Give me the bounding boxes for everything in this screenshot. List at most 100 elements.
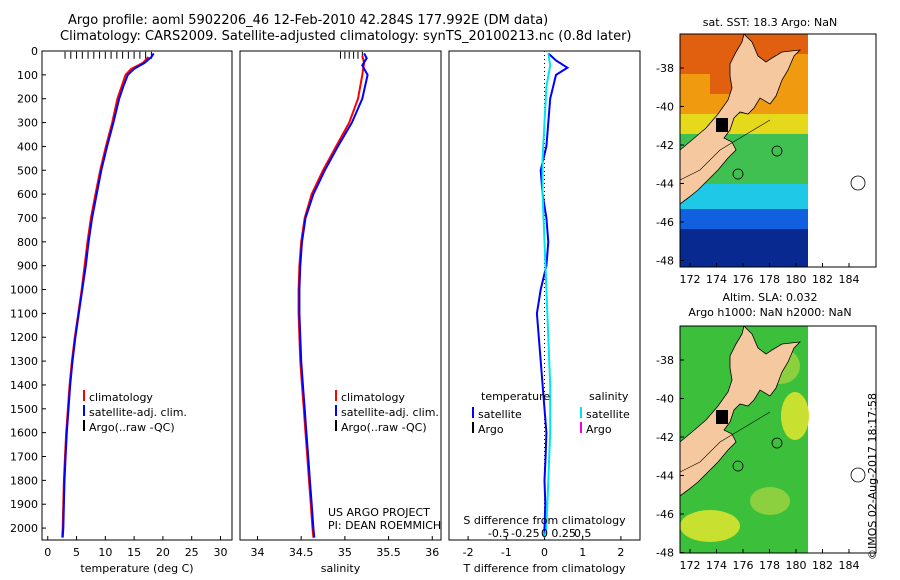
y-tick-label: 800 bbox=[17, 236, 38, 249]
sst-band bbox=[680, 229, 808, 267]
lat-tick-label: -46 bbox=[656, 216, 674, 229]
y-tick-label: 400 bbox=[17, 140, 38, 153]
lat-tick-label: -38 bbox=[656, 354, 674, 367]
legend-label: Argo bbox=[478, 423, 504, 436]
x-tick-label: 15 bbox=[127, 546, 141, 559]
depth-contour bbox=[679, 411, 771, 473]
seamount-contour bbox=[732, 168, 744, 180]
panel-frame bbox=[239, 50, 442, 541]
legend-label: climatology bbox=[89, 391, 153, 404]
x-axis-label: temperature (deg C) bbox=[80, 562, 193, 575]
annotation-text: US ARGO PROJECT bbox=[328, 506, 430, 519]
x-tick-label: 10 bbox=[98, 546, 112, 559]
x2-tick-label: 0.25 bbox=[551, 527, 576, 540]
y-tick-label: 1700 bbox=[10, 451, 38, 464]
y-tick-label: 1600 bbox=[10, 427, 38, 440]
legend-label: Argo(..raw -QC) bbox=[341, 421, 427, 434]
sst-band bbox=[680, 114, 808, 134]
map-panel-2: -38 -40 -42 -44 -46 -48 172 174 176 178 180 182 184 A… bbox=[656, 291, 877, 572]
imos-timestamp: ©IMOS 02-Aug-2017 18:17:58 bbox=[866, 393, 879, 560]
series-line-2 bbox=[298, 52, 369, 538]
legend-label: climatology bbox=[341, 391, 405, 404]
x-tick-label: 1 bbox=[579, 546, 586, 559]
map-frame bbox=[679, 325, 877, 554]
x-tick-label: 35.5 bbox=[376, 546, 401, 559]
x-tick-label: 0 bbox=[541, 546, 548, 559]
lon-tick-label: 180 bbox=[786, 273, 807, 286]
sla-patch bbox=[680, 510, 740, 542]
sla-patch bbox=[781, 392, 809, 440]
map-title: Argo h1000: NaN h2000: NaN bbox=[688, 306, 851, 319]
lon-tick-label: 182 bbox=[812, 273, 833, 286]
y-tick-label: 700 bbox=[17, 212, 38, 225]
y-tick-label: 200 bbox=[17, 93, 38, 106]
x-tick-label: 30 bbox=[213, 546, 227, 559]
land-mass bbox=[679, 325, 802, 497]
lon-tick-label: 176 bbox=[733, 559, 754, 572]
legend-label: satellite bbox=[586, 408, 630, 421]
y-tick-label: 1000 bbox=[10, 284, 38, 297]
map-frame bbox=[679, 33, 877, 268]
x-tick-label: -2 bbox=[463, 546, 474, 559]
x-tick-label: -1 bbox=[501, 546, 512, 559]
series-line-2 bbox=[61, 52, 155, 538]
lon-tick-label: 174 bbox=[706, 559, 727, 572]
lon-tick-label: 174 bbox=[706, 273, 727, 286]
x2-axis-label: S difference from climatology bbox=[463, 514, 626, 527]
y-tick-label: 900 bbox=[17, 260, 38, 273]
y-tick-label: 1900 bbox=[10, 498, 38, 511]
lon-tick-label: 180 bbox=[786, 559, 807, 572]
x-tick-label: 2 bbox=[617, 546, 624, 559]
lat-tick-label: -42 bbox=[656, 139, 674, 152]
lat-tick-label: -44 bbox=[656, 178, 674, 191]
x-tick-label: 34 bbox=[250, 546, 264, 559]
y-tick-label: 100 bbox=[17, 69, 38, 82]
x-tick-label: 5 bbox=[73, 546, 80, 559]
argo-position-marker bbox=[716, 118, 728, 132]
y-tick-label: 1300 bbox=[10, 355, 38, 368]
lat-tick-label: -38 bbox=[656, 62, 674, 75]
x-tick-label: 35 bbox=[338, 546, 352, 559]
lon-tick-label: 172 bbox=[680, 559, 701, 572]
lat-tick-label: -42 bbox=[656, 431, 674, 444]
y-tick-label: 2000 bbox=[10, 522, 38, 535]
y-tick-label: 500 bbox=[17, 164, 38, 177]
lon-tick-label: 184 bbox=[839, 273, 860, 286]
profile-panel-2: 34 34.5 35 35.5 36 salinity climatology satelli… bbox=[239, 50, 442, 575]
depth-contour bbox=[679, 119, 771, 181]
lon-tick-label: 176 bbox=[733, 273, 754, 286]
panel-frame bbox=[41, 50, 233, 541]
profile-panel-1: 0100200300400500600700800900100011001200… bbox=[10, 45, 233, 575]
land-mass bbox=[679, 33, 802, 205]
seamount-contour bbox=[732, 460, 744, 472]
sla-patch bbox=[750, 487, 790, 515]
lat-tick-label: -48 bbox=[656, 255, 674, 268]
profile-panel-3: -2 -1 0 1 2 T difference from climatology temp… bbox=[448, 50, 641, 575]
island-outline bbox=[850, 467, 866, 483]
y-tick-label: 1100 bbox=[10, 307, 38, 320]
y-tick-label: 1200 bbox=[10, 331, 38, 344]
legend-header: salinity bbox=[589, 390, 629, 403]
series-line-1 bbox=[535, 52, 570, 538]
legend-header: temperature bbox=[481, 390, 550, 403]
legend-label: satellite-adj. clim. bbox=[89, 406, 187, 419]
lat-tick-label: -48 bbox=[656, 547, 674, 560]
map-title: Altim. SLA: 0.032 bbox=[722, 291, 817, 304]
y-tick-label: 1400 bbox=[10, 379, 38, 392]
lat-tick-label: -46 bbox=[656, 508, 674, 521]
y-tick-label: 0 bbox=[31, 45, 38, 58]
series-line-2 bbox=[541, 53, 552, 538]
x2-tick-label: 0 bbox=[541, 527, 548, 540]
annotation-text: PI: DEAN ROEMMICH bbox=[328, 519, 441, 532]
argo-position-marker bbox=[716, 410, 728, 424]
x-axis-label: salinity bbox=[321, 562, 361, 575]
lat-tick-label: -44 bbox=[656, 470, 674, 483]
island-outline bbox=[850, 175, 866, 191]
x-tick-label: 36 bbox=[425, 546, 439, 559]
y-tick-label: 600 bbox=[17, 188, 38, 201]
legend-label: Argo(..raw -QC) bbox=[89, 421, 175, 434]
x-tick-label: 0 bbox=[44, 546, 51, 559]
sst-band bbox=[680, 184, 808, 209]
x2-tick-label: 0.5 bbox=[574, 527, 592, 540]
x-axis-label: T difference from climatology bbox=[463, 562, 626, 575]
